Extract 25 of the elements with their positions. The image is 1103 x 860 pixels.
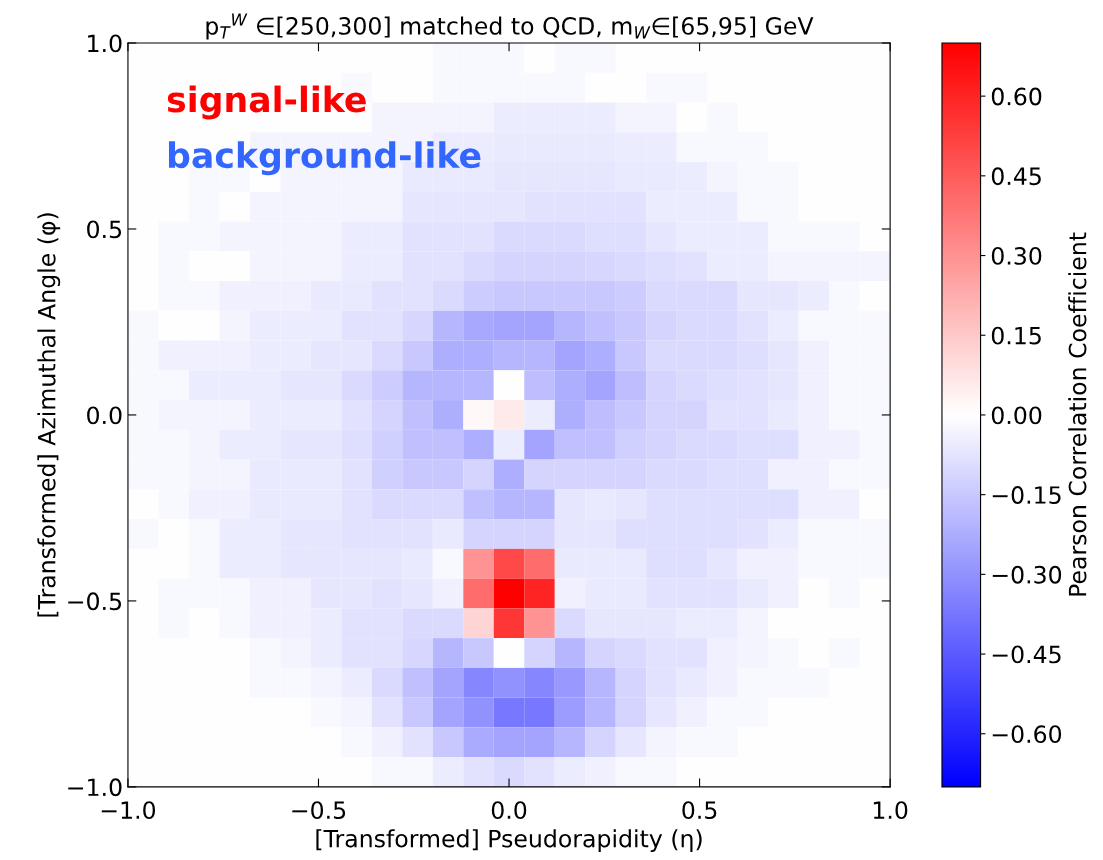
- x-tick-label: 0.0: [491, 801, 527, 820]
- color-bar-label: 0.30: [991, 246, 1042, 265]
- x-tick-label: −1.0: [101, 801, 156, 820]
- x-tick-label: 1.0: [873, 801, 908, 820]
- y-tick-label: −1.0: [68, 778, 122, 797]
- y-tick-label: −0.5: [68, 592, 122, 611]
- y-tick-label: 0.0: [87, 406, 122, 425]
- x-tick-label: −0.5: [292, 801, 346, 820]
- x-tick-label: 0.5: [682, 801, 717, 820]
- color-bar-label: −0.30: [992, 565, 1062, 584]
- color-bar-label: −0.60: [992, 725, 1062, 744]
- color-bar-label: 0.15: [991, 326, 1041, 345]
- y-axis-title: [Transformed] Azimuthal Angle (φ): [37, 213, 61, 617]
- color-bar-label: 0.45: [991, 167, 1041, 186]
- color-bar-label: 0.00: [991, 406, 1042, 425]
- color-bar-title: Pearson Correlation Coefficient: [1068, 232, 1087, 596]
- chart-title: p$_{T}$$^{W}$ ∈[250,300] matched to QCD, m$_{W}$∈[65,95] GeV: [206, 13, 814, 40]
- color-bar-label: 0.60: [991, 87, 1042, 106]
- y-tick-label: 0.5: [87, 220, 122, 239]
- annotation: background-like: [168, 141, 481, 176]
- color-bar-label: −0.15: [992, 486, 1061, 504]
- x-axis-title: [Transformed] Pseudorapidity (η): [316, 829, 702, 853]
- color-bar-label: −0.45: [992, 645, 1061, 664]
- annotation: signal-like: [167, 85, 366, 120]
- y-tick-label: 1.0: [88, 34, 122, 53]
